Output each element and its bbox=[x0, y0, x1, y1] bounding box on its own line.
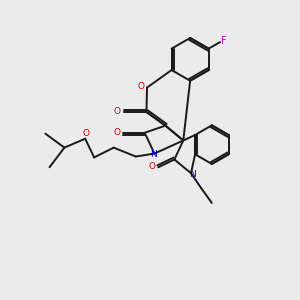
Text: O: O bbox=[138, 82, 145, 91]
Text: O: O bbox=[114, 107, 121, 116]
Text: N: N bbox=[189, 170, 196, 179]
Text: O: O bbox=[82, 129, 89, 138]
Text: F: F bbox=[221, 36, 226, 46]
Text: O: O bbox=[148, 162, 155, 171]
Text: O: O bbox=[113, 128, 120, 137]
Text: N: N bbox=[151, 150, 157, 159]
